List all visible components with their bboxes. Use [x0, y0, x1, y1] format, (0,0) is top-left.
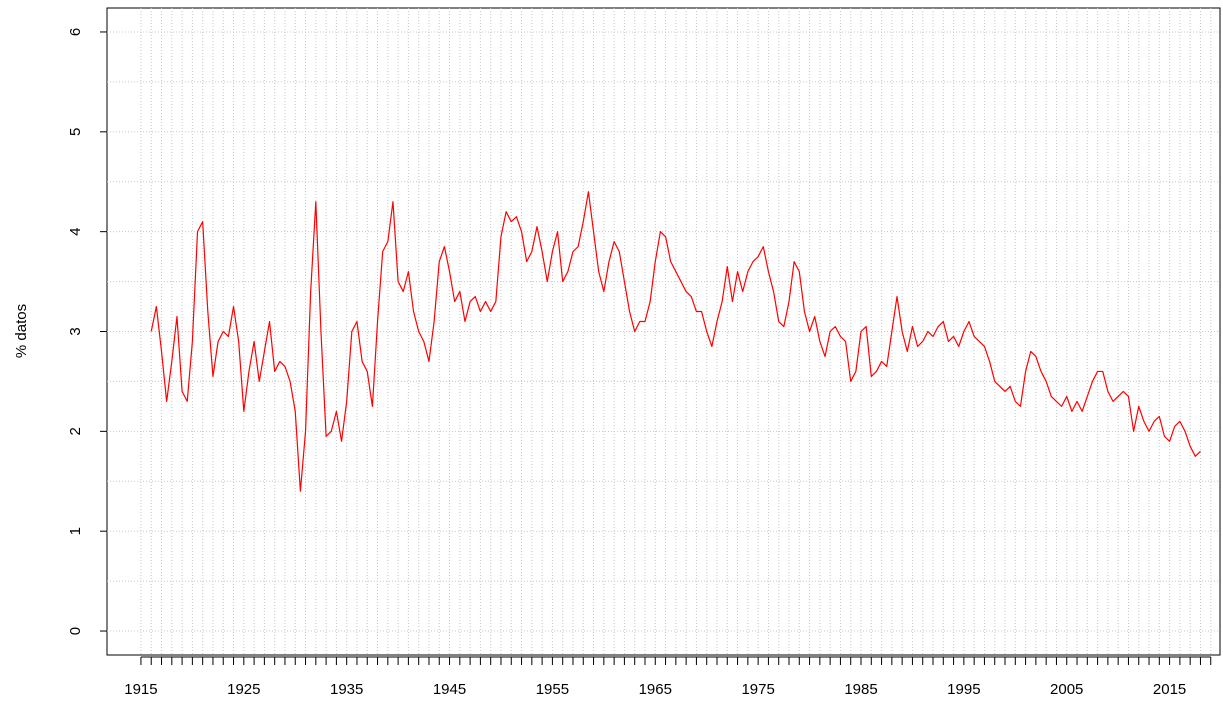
x-tick-label: 1995 — [947, 681, 980, 698]
y-tick-label: 2 — [67, 427, 84, 435]
x-tick-label: 1975 — [741, 681, 774, 698]
x-tick-label: 1965 — [639, 681, 672, 698]
y-tick-label: 0 — [67, 627, 84, 635]
plot-frame — [106, 7, 1221, 656]
data-line — [150, 191, 1201, 492]
y-tick-label: 4 — [67, 227, 84, 235]
x-tick-label: 2015 — [1153, 681, 1186, 698]
y-tick-label: 6 — [67, 28, 84, 36]
x-tick-label: 1945 — [433, 681, 466, 698]
x-tick-label: 1935 — [330, 681, 363, 698]
y-tick-label: 5 — [67, 128, 84, 136]
y-axis-label: % datos — [13, 304, 30, 358]
x-tick-label: 2005 — [1050, 681, 1083, 698]
x-tick-label: 1915 — [124, 681, 157, 698]
x-tick-label: 1955 — [536, 681, 569, 698]
x-tick-label: 1985 — [844, 681, 877, 698]
x-tick-label: 1925 — [227, 681, 260, 698]
y-tick-label: 3 — [67, 327, 84, 335]
y-tick-label: 1 — [67, 527, 84, 535]
